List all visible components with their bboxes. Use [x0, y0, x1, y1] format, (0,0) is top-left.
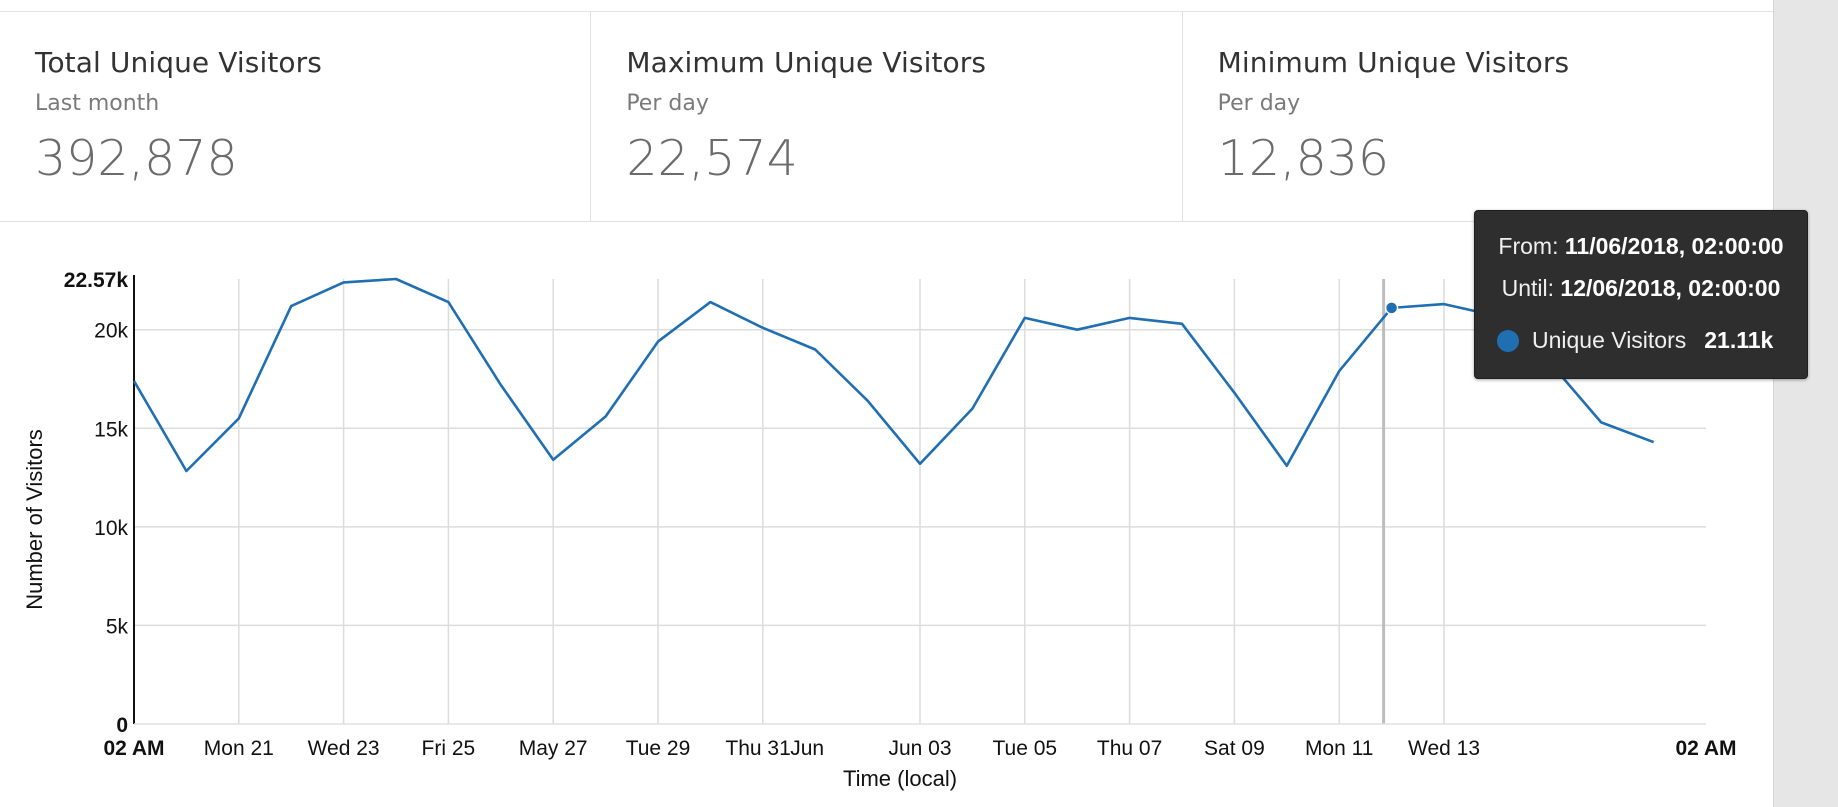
chart-tooltip: From: 11/06/2018, 02:00:00 Until: 12/06/…: [1474, 210, 1808, 379]
right-sidebar-strip: [1773, 0, 1838, 807]
chart-series: [132, 277, 1655, 473]
y-tick-label: 5k: [106, 615, 129, 638]
stat-card-minimum: Minimum Unique Visitors Per day 12,836: [1183, 12, 1773, 221]
x-tick-label: May 27: [519, 737, 588, 760]
series-color-dot-icon: [1497, 329, 1519, 352]
tooltip-from-row: From: 11/06/2018, 02:00:00: [1475, 233, 1807, 260]
x-tick-label: Tue 29: [626, 737, 691, 760]
stat-card-total: Total Unique Visitors Last month 392,878: [0, 12, 592, 221]
x-tick-label: Thu 07: [1097, 737, 1162, 760]
y-tick-label: 15k: [94, 418, 128, 441]
stat-subtitle: Per day: [1217, 91, 1301, 116]
tooltip-from-value: 11/06/2018, 02:00:00: [1564, 233, 1784, 259]
x-tick-label: Jun: [790, 737, 824, 760]
x-tick-label: 02 AM: [103, 737, 164, 760]
tooltip-until-value: 12/06/2018, 02:00:00: [1560, 275, 1781, 301]
stats-row: Total Unique Visitors Last month 392,878…: [0, 12, 1773, 222]
x-tick-label: Mon 21: [204, 737, 274, 760]
stat-title: Minimum Unique Visitors: [1217, 46, 1570, 79]
x-axis-title: Time (local): [843, 766, 957, 791]
chart-grid: [134, 279, 1706, 724]
x-tick-label: Tue 05: [992, 737, 1057, 760]
visitors-chart-svg[interactable]: 0 5k 10k 15k 20k 22.57k 02 AM Mon 21 Wed 23 Fri 2…: [0, 222, 1773, 807]
tooltip-series-name: Unique Visitors: [1532, 327, 1687, 353]
x-tick-label: Sat 09: [1204, 737, 1265, 760]
y-tick-label: 22.57k: [64, 269, 129, 292]
y-tick-label: 0: [116, 714, 128, 737]
y-tick-label: 10k: [94, 517, 128, 540]
tooltip-series-row: Unique Visitors 21.11k: [1497, 327, 1773, 354]
x-tick-label: Wed 23: [308, 737, 380, 760]
stat-title: Total Unique Visitors: [35, 46, 322, 79]
x-tick-label: Jun 03: [888, 737, 951, 760]
tooltip-series-value: 21.11k: [1704, 327, 1774, 353]
x-tick-label: Wed 13: [1408, 737, 1480, 760]
highlight-point: [1384, 301, 1399, 315]
stat-value: 22,574: [626, 130, 798, 187]
stat-title: Maximum Unique Visitors: [626, 46, 987, 79]
stat-value: 12,836: [1217, 130, 1390, 187]
stat-subtitle: Last month: [35, 91, 160, 116]
series-line: [132, 277, 1655, 473]
x-tick-label: Fri 25: [422, 737, 476, 760]
top-divider: [0, 11, 1773, 12]
tooltip-from-label: From:: [1498, 233, 1559, 259]
y-axis-title: Number of Visitors: [22, 429, 47, 610]
tooltip-until-row: Until: 12/06/2018, 02:00:00: [1475, 275, 1807, 302]
stat-value: 392,878: [35, 130, 238, 187]
chart-labels: 0 5k 10k 15k 20k 22.57k 02 AM Mon 21 Wed 23 Fri 2…: [22, 269, 1737, 791]
x-tick-label: Mon 11: [1305, 737, 1374, 760]
y-tick-label: 20k: [94, 320, 128, 343]
visitors-chart: 0 5k 10k 15k 20k 22.57k 02 AM Mon 21 Wed 23 Fri 2…: [0, 222, 1773, 807]
chart-axes: [133, 275, 1706, 725]
stat-card-maximum: Maximum Unique Visitors Per day 22,574: [591, 12, 1183, 221]
x-tick-label: 02 AM: [1675, 737, 1736, 760]
stat-subtitle: Per day: [626, 91, 709, 116]
x-tick-label: Thu 31: [725, 737, 790, 760]
tooltip-until-label: Until:: [1501, 275, 1555, 301]
